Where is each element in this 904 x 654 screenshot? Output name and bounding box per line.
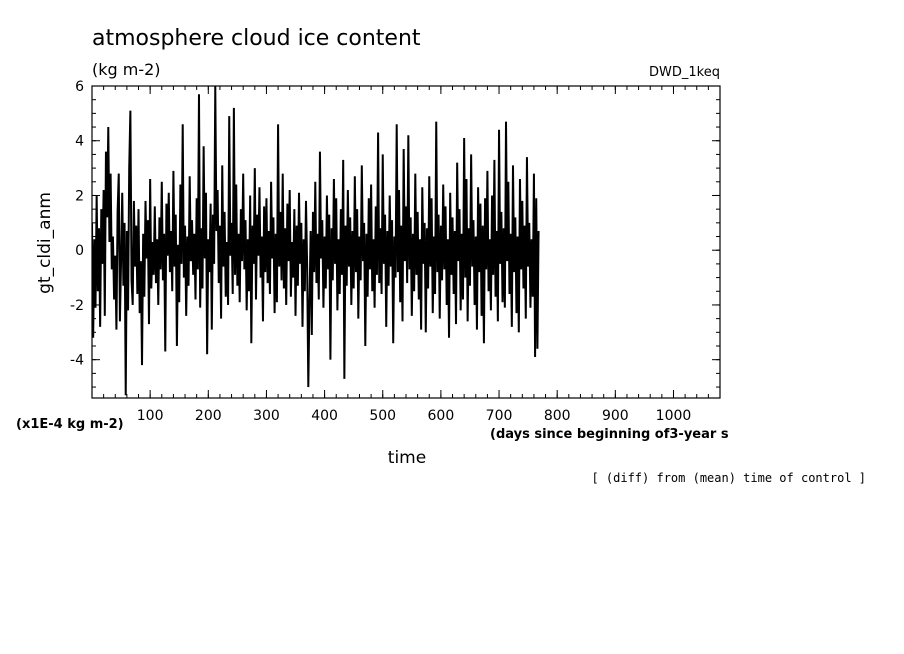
footnote: [ (diff) from (mean) time of control ] — [591, 471, 866, 485]
x-units-note: (days since beginning of3-year s — [490, 427, 729, 442]
series-group — [92, 86, 540, 396]
y-tick-label: 6 — [75, 79, 84, 95]
run-label: DWD_1keq — [649, 65, 720, 80]
x-tick-label: 400 — [311, 408, 338, 424]
x-tick-label: 200 — [195, 408, 222, 424]
plot-area: -4 -2 0 2 4 6 100 200 300 400 500 600 700 800 900 1000 — [70, 79, 721, 424]
x-tick-label: 1000 — [656, 408, 692, 424]
x-axis-label: time — [388, 448, 426, 468]
x-tick-label: 700 — [486, 408, 513, 424]
x-tick-label: 900 — [602, 408, 629, 424]
y-scale-note: (x1E-4 kg m-2) — [16, 417, 124, 432]
y-axis-label: gt_cldi_anm — [35, 192, 55, 294]
chart-title: atmosphere cloud ice content — [92, 26, 421, 51]
x-tick-label: 500 — [369, 408, 396, 424]
x-tick-label: 300 — [253, 408, 280, 424]
y-tick-label: -4 — [70, 353, 84, 369]
x-axis: 100 200 300 400 500 600 700 800 900 1000 — [91, 86, 721, 424]
y-tick-label: 4 — [75, 134, 84, 150]
x-tick-label: 800 — [544, 408, 571, 424]
series-line — [92, 86, 540, 396]
y-tick-label: 0 — [75, 243, 84, 259]
x-tick-label: 100 — [137, 408, 164, 424]
chart-units: (kg m-2) — [92, 60, 161, 79]
x-tick-label: 600 — [428, 408, 455, 424]
y-tick-label: -2 — [70, 298, 84, 314]
plot-frame — [91, 85, 721, 399]
y-tick-label: 2 — [75, 188, 84, 204]
